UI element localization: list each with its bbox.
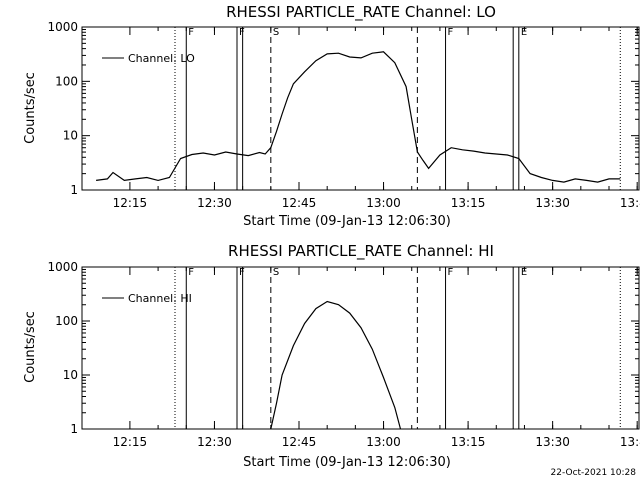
y-axis-label: Counts/sec <box>23 311 38 383</box>
y-tick-label: 100 <box>55 74 78 88</box>
plot-frame <box>81 26 640 191</box>
event-marker-label: F <box>188 267 194 278</box>
legend-entry: Channel: HI <box>128 292 192 305</box>
x-tick-label: 13:30 <box>535 196 570 210</box>
x-tick-label: 13:00 <box>366 435 401 449</box>
event-marker-label: F <box>448 267 454 278</box>
plot-marks: 1 10 100 1000 12:15 12:30 12:45 13:00 13:15 13:30… <box>47 20 640 210</box>
x-tick-label: 12:45 <box>282 435 317 449</box>
y-tick-label: 10 <box>63 368 78 382</box>
event-marker-label: F <box>448 27 454 38</box>
event-marker-label: F <box>239 27 245 38</box>
x-tick-label: 13:00 <box>366 196 401 210</box>
legend-entry: Channel: LO <box>128 52 195 65</box>
chart-title: RHESSI PARTICLE_RATE Channel: LO <box>226 3 496 22</box>
event-marker-label: E <box>521 267 527 278</box>
chart-panel-hi: RHESSI PARTICLE_RATE Channel: HI Counts/… <box>23 242 640 470</box>
x-tick-label: 13:45 <box>620 196 640 210</box>
x-tick-label: 12:15 <box>113 435 148 449</box>
x-tick-label: 12:30 <box>197 435 232 449</box>
y-tick-label: 1 <box>70 422 78 436</box>
x-axis-label: Start Time (09-Jan-13 12:06:30) <box>243 214 451 229</box>
chart-panel-lo: RHESSI PARTICLE_RATE Channel: LO Counts/… <box>23 3 640 229</box>
x-tick-label: 12:45 <box>282 196 317 210</box>
event-marker-label: F <box>188 27 194 38</box>
y-tick-label: 100 <box>55 314 78 328</box>
plot-timestamp: 22-Oct-2021 10:28 <box>550 468 636 478</box>
x-tick-label: 12:15 <box>113 196 148 210</box>
plot-marks: 1 10 100 1000 12:15 12:30 12:45 13:00 13:15 13:30… <box>47 260 640 449</box>
y-tick-label: 10 <box>63 129 78 143</box>
y-tick-label: 1 <box>70 183 78 197</box>
plot-frame <box>81 266 640 430</box>
y-axis-label: Counts/sec <box>23 72 38 144</box>
x-tick-label: 13:45 <box>620 435 640 449</box>
y-tick-label: 1000 <box>47 260 78 274</box>
x-tick-label: 13:15 <box>451 196 486 210</box>
chart-title: RHESSI PARTICLE_RATE Channel: HI <box>228 242 494 261</box>
x-tick-label: 12:30 <box>197 196 232 210</box>
event-marker-label: S <box>273 27 279 38</box>
series-line <box>270 300 402 430</box>
y-tick-label: 1000 <box>47 20 78 34</box>
x-tick-label: 13:15 <box>451 435 486 449</box>
x-tick-label: 13:30 <box>535 435 570 449</box>
event-marker-label: E <box>521 27 527 38</box>
x-axis-label: Start Time (09-Jan-13 12:06:30) <box>243 455 451 470</box>
event-marker-label: F <box>239 267 245 278</box>
event-marker-label: S <box>273 267 279 278</box>
series-line <box>96 51 621 183</box>
